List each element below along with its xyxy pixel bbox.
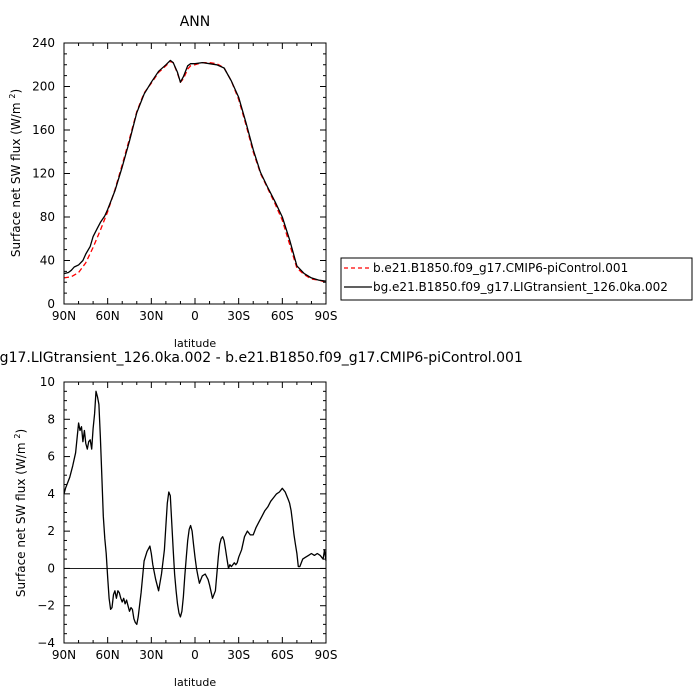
bottom-title: bg.e21.B1850.f09_g17.LIGtransient_126.0k… (0, 350, 523, 366)
ylabel-suffix: ) (14, 429, 28, 434)
bottom-ytick-label: 4 (47, 487, 55, 501)
bottom-xtick-label: 90S (315, 648, 338, 662)
bottom-ytick-label: 10 (40, 375, 55, 389)
top-xtick-label: 90S (315, 309, 338, 323)
top-xtick-label: 0 (191, 309, 199, 323)
top-xtick-label: 30N (139, 309, 163, 323)
bottom-series-line-0 (63, 390, 327, 626)
top-xtick-label: 30S (227, 309, 250, 323)
bottom-xtick-label: 90N (52, 648, 76, 662)
top-series-line-1 (63, 59, 327, 282)
top-xtick-label: 60S (271, 309, 294, 323)
top-ylabel-text: Surface net SW flux (W/m (9, 102, 23, 257)
bottom-xtick-label: 60S (271, 648, 294, 662)
top-xtick-label: 60N (96, 309, 120, 323)
bottom-ytick-label: −2 (37, 599, 55, 613)
top-ytick-label: 200 (32, 80, 55, 94)
bottom-xtick-label: 60N (96, 648, 120, 662)
bottom-ytick-label: 6 (47, 450, 55, 464)
top-ytick-label: 240 (32, 36, 55, 50)
legend: b.e21.B1850.f09_g17.CMIP6-piControl.001 … (340, 257, 693, 301)
bottom-xtick-label: 30S (227, 648, 250, 662)
legend-box (340, 257, 693, 301)
top-xlabel: latitude (174, 337, 216, 350)
bottom-ytick-label: 0 (47, 561, 55, 575)
bottom-panel: bg.e21.B1850.f09_g17.LIGtransient_126.0k… (0, 350, 523, 689)
bottom-plot-area: 90N 60N 30N 0 30S 60S 90S −4 −2 0 2 4 6 8 10 (37, 375, 337, 662)
top-ytick-label: 0 (47, 297, 55, 311)
top-plot-area: 90N 60N 30N 0 30S 60S 90S 0 40 80 120 160 200 240 (32, 36, 337, 323)
bottom-ytick-label: 2 (47, 524, 55, 538)
bottom-xtick-label: 0 (191, 648, 199, 662)
bottom-ytick-label: 8 (47, 412, 55, 426)
bottom-xtick-label: 30N (139, 648, 163, 662)
top-ytick-label: 120 (32, 167, 55, 181)
bottom-ytick-label: −4 (37, 636, 55, 650)
bottom-ylabel-text: Surface net SW flux (W/m (14, 442, 28, 597)
ylabel-suffix: ) (9, 89, 23, 94)
legend-label-transient: bg.e21.B1850.f09_g17.LIGtransient_126.0k… (373, 280, 668, 294)
legend-label-control: b.e21.B1850.f09_g17.CMIP6-piControl.001 (373, 261, 628, 275)
ylabel-superscript: 2 (8, 94, 17, 99)
top-title: ANN (180, 14, 211, 30)
bottom-ylabel: Surface net SW flux (W/m 2) (13, 429, 28, 597)
top-ytick-label: 80 (40, 210, 55, 224)
top-series-line-0 (63, 60, 327, 283)
top-ytick-label: 160 (32, 123, 55, 137)
top-frame (63, 42, 327, 305)
top-ylabel: Surface net SW flux (W/m 2) (8, 89, 23, 257)
top-ytick-label: 40 (40, 254, 55, 268)
top-panel: ANN 90N 60N 30N 0 30S 60S 90S 0 40 80 120 160 200 240… (8, 14, 337, 350)
bottom-xlabel: latitude (174, 676, 216, 689)
top-xtick-label: 90N (52, 309, 76, 323)
ylabel-superscript: 2 (13, 434, 22, 439)
